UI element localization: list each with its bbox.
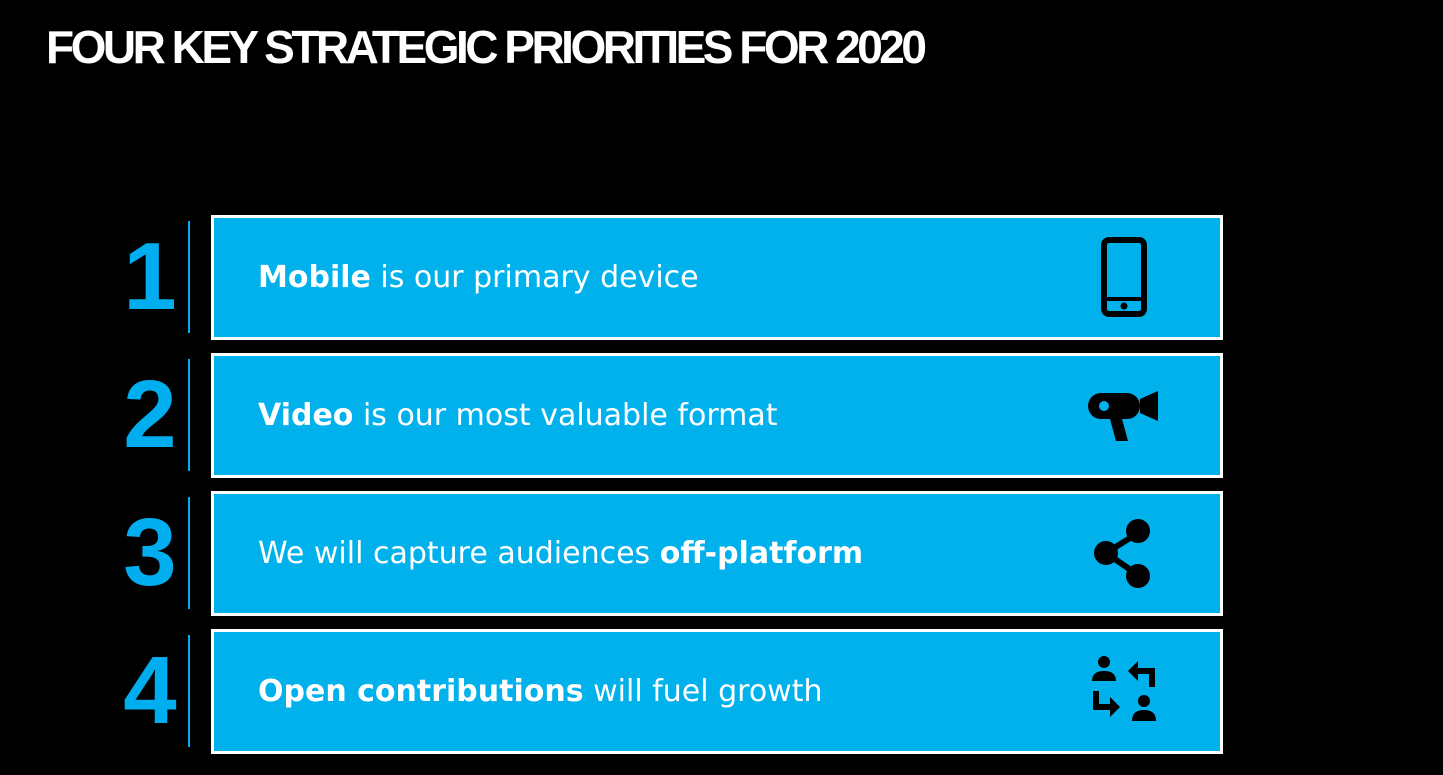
divider-line	[188, 359, 190, 471]
share-icon	[1084, 513, 1164, 593]
priority-box: We will capture audiences off-platform	[211, 491, 1223, 616]
divider-line	[188, 635, 190, 747]
user-exchange-icon	[1084, 651, 1164, 731]
priority-bold-text: Open contributions	[258, 674, 584, 709]
video-camera-icon	[1084, 375, 1164, 455]
priority-plain-text: is our primary device	[370, 260, 699, 295]
priority-row-1: 1 Mobile is our primary device	[0, 215, 1443, 340]
priority-bold-text: Video	[258, 398, 354, 433]
priority-box: Mobile is our primary device	[211, 215, 1223, 340]
priority-box: Video is our most valuable format	[211, 353, 1223, 478]
priority-bold-text: off-platform	[659, 536, 864, 571]
divider-line	[188, 497, 190, 609]
priority-text: Video is our most valuable format	[258, 356, 778, 475]
mobile-phone-icon	[1084, 237, 1164, 317]
priority-plain-text: will fuel growth	[583, 674, 823, 709]
priority-number: 3	[123, 499, 176, 606]
priority-text: Open contributions will fuel growth	[258, 632, 822, 751]
priority-box: Open contributions will fuel growth	[211, 629, 1223, 754]
priority-bold-text: Mobile	[258, 260, 371, 295]
priority-row-2: 2 Video is our most valuable format	[0, 353, 1443, 478]
priority-row-3: 3 We will capture audiences off-platform	[0, 491, 1443, 616]
priority-number: 1	[123, 223, 176, 330]
divider-line	[188, 221, 190, 333]
priority-row-4: 4 Open contributions will fuel growth	[0, 629, 1443, 754]
slide-title: FOUR KEY STRATEGIC PRIORITIES FOR 2020	[46, 21, 927, 73]
priority-text: Mobile is our primary device	[258, 218, 699, 337]
priority-plain-text: is our most valuable format	[353, 398, 778, 433]
priority-text: We will capture audiences off-platform	[258, 494, 863, 613]
priority-plain-text: We will capture audiences	[258, 536, 660, 571]
priority-number: 2	[123, 361, 176, 468]
priority-number: 4	[123, 637, 176, 744]
